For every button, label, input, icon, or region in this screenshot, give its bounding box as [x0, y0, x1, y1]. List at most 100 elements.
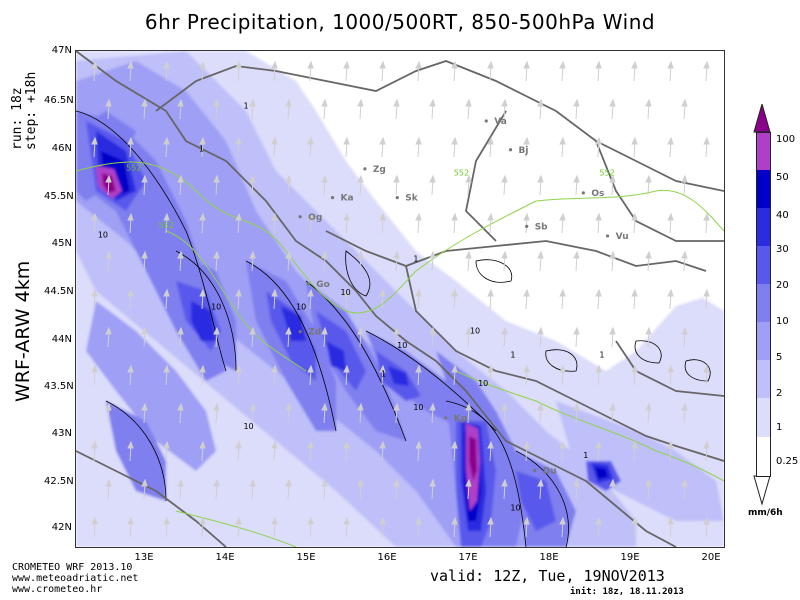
wind-arrowhead [451, 136, 458, 145]
wind-arrowhead [487, 364, 494, 373]
wind-arrowhead [415, 364, 422, 373]
wind-arrowhead [487, 440, 494, 449]
precip-contour-label: 1 [243, 101, 248, 110]
wind-arrowhead [213, 98, 220, 107]
map-area[interactable]: Va Bj Zg Ka Sk Os Sb Vu Og Go Zd Kp Du 552 552 552 552 1… [75, 50, 725, 548]
wind-arrowhead [199, 516, 206, 525]
wind-arrowhead [415, 516, 422, 525]
wind-arrowhead [393, 174, 400, 183]
wind-arrowhead [213, 478, 220, 487]
wind-arrowhead [573, 402, 580, 411]
credit-link[interactable]: www.meteoadriatic.net [12, 573, 139, 584]
wind-arrowhead [199, 364, 206, 373]
wind-arrowhead [465, 402, 472, 411]
wind-arrowhead [523, 288, 530, 297]
wind-arrowhead [307, 60, 314, 69]
map-canvas: Va Bj Zg Ka Sk Os Sb Vu Og Go Zd Kp Du 552 552 552 552 1… [76, 51, 724, 547]
color-legend: 100 50 40 30 20 10 5 2 1 0.25 [746, 104, 800, 514]
wind-arrowhead [667, 288, 674, 297]
wind-arrowhead [537, 250, 544, 259]
precip-contour-label: 1 [199, 145, 204, 154]
wind-arrowhead [379, 516, 386, 525]
wind-arrowhead [307, 516, 314, 525]
wind-arrowhead [595, 364, 602, 373]
wind-arrowhead [343, 212, 350, 221]
wind-arrowhead [609, 174, 616, 183]
wind-arrowhead [285, 98, 292, 107]
wind-arrowhead [127, 288, 134, 297]
wind-arrowhead [285, 326, 292, 335]
legend-label: 20 [776, 280, 789, 291]
wind-arrowhead [559, 516, 566, 525]
wind-arrowhead [451, 288, 458, 297]
wind-arrowhead [465, 174, 472, 183]
legend-label: 100 [776, 134, 796, 145]
wind-arrowhead [321, 402, 328, 411]
wind-arrowhead [631, 136, 638, 145]
wind-arrowhead [357, 250, 364, 259]
legend-label: 50 [776, 172, 789, 183]
wind-arrowhead [199, 60, 206, 69]
legend-label: 5 [776, 352, 783, 363]
wind-arrowhead [91, 212, 98, 221]
wind-arrowhead [451, 212, 458, 221]
wind-arrowhead [213, 174, 220, 183]
wind-arrowhead [127, 364, 134, 373]
wind-arrowhead [559, 440, 566, 449]
city-dot [484, 119, 488, 123]
credit-link[interactable]: www.crometeo.hr [12, 584, 103, 595]
wind-arrowhead [537, 98, 544, 107]
wind-arrowhead [487, 60, 494, 69]
lon-label: 15E [296, 552, 316, 563]
wind-arrowhead [393, 478, 400, 487]
lon-label: 14E [215, 552, 235, 563]
wind-arrowhead [501, 98, 508, 107]
wind-arrowhead [393, 326, 400, 335]
city-dot [508, 148, 513, 152]
wind-arrowhead [321, 478, 328, 487]
thickness-label: 552 [454, 168, 469, 177]
wind-arrowhead [357, 402, 364, 411]
wind-arrowhead [177, 326, 184, 335]
lat-label: 44.5N [44, 286, 74, 297]
wind-arrowhead [415, 136, 422, 145]
wind-arrowhead [199, 440, 206, 449]
city-dot [395, 196, 399, 200]
wind-arrowhead [703, 364, 710, 373]
wind-arrowhead [379, 60, 386, 69]
wind-arrowhead [667, 136, 674, 145]
city-marker: Go [306, 280, 330, 290]
city-label: Du [543, 467, 557, 477]
wind-arrowhead [321, 326, 328, 335]
wind-arrowhead [105, 478, 112, 487]
wind-arrowhead [631, 212, 638, 221]
wind-arrowhead [127, 60, 134, 69]
wind-arrowhead [271, 60, 278, 69]
city-label: Os [591, 189, 604, 199]
wind-arrowhead [271, 364, 278, 373]
wind-arrowhead [667, 440, 674, 449]
wind-arrowhead [645, 250, 652, 259]
lat-label: 46N [51, 143, 72, 154]
city-marker: Og [298, 213, 322, 223]
wind-arrowhead [645, 326, 652, 335]
city-marker: Zg [363, 165, 386, 175]
wind-arrowhead [537, 478, 544, 487]
wind-arrowhead [415, 440, 422, 449]
wind-arrowhead [487, 516, 494, 525]
country-borders [76, 51, 724, 547]
wind-arrowhead [141, 478, 148, 487]
wind-arrowhead [595, 136, 602, 145]
wind-arrowhead [645, 98, 652, 107]
city-marker: Zd [298, 328, 321, 338]
valid-time: valid: 12Z, Tue, 19NOV2013 [430, 567, 665, 585]
wind-arrowhead [573, 326, 580, 335]
wind-arrowhead [667, 212, 674, 221]
wind-arrowhead [141, 174, 148, 183]
wind-arrowhead [487, 288, 494, 297]
legend-swatch [756, 208, 771, 246]
wind-arrowhead [609, 402, 616, 411]
wind-arrowhead [307, 136, 314, 145]
wind-arrowhead [105, 402, 112, 411]
lat-label: 46.5N [44, 95, 74, 106]
